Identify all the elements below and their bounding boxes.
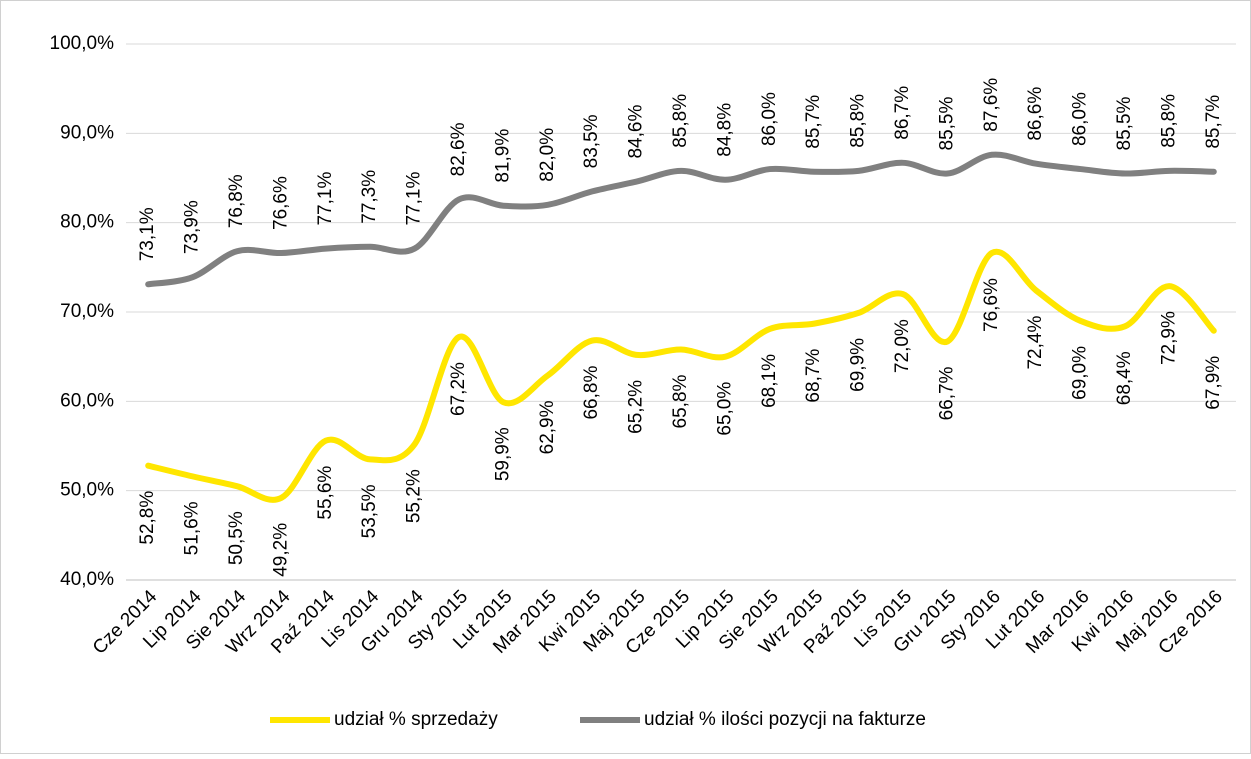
- data-label: 68,4%: [1114, 351, 1135, 405]
- data-label: 81,9%: [492, 129, 513, 183]
- data-label: 55,6%: [315, 466, 336, 520]
- data-label: 84,8%: [714, 103, 735, 157]
- y-tick-label: 70,0%: [60, 301, 114, 322]
- data-label: 51,6%: [182, 501, 203, 555]
- data-label: 65,2%: [626, 380, 647, 434]
- data-label: 76,6%: [270, 176, 291, 230]
- data-label: 77,3%: [359, 170, 380, 224]
- data-label: 55,2%: [404, 469, 425, 523]
- data-label: 85,5%: [1114, 96, 1135, 150]
- legend-label: udział % sprzedaży: [334, 709, 498, 730]
- data-label: 86,0%: [1070, 92, 1091, 146]
- data-label: 66,8%: [581, 366, 602, 420]
- data-label: 85,8%: [1158, 94, 1179, 148]
- data-label: 73,1%: [137, 207, 158, 261]
- data-label: 85,8%: [670, 94, 691, 148]
- data-label: 86,0%: [759, 92, 780, 146]
- data-label: 65,8%: [670, 374, 691, 428]
- data-label: 69,9%: [848, 338, 869, 392]
- data-label: 84,6%: [626, 105, 647, 159]
- data-label: 68,7%: [803, 349, 824, 403]
- y-tick-label: 50,0%: [60, 480, 114, 501]
- data-label: 62,9%: [537, 400, 558, 454]
- data-label: 72,9%: [1158, 311, 1179, 365]
- data-label: 73,9%: [182, 200, 203, 254]
- series-line: [145, 151, 1217, 288]
- data-label: 76,8%: [226, 174, 247, 228]
- data-label: 72,4%: [1025, 316, 1046, 370]
- data-label: 85,5%: [936, 96, 957, 150]
- data-label: 82,6%: [448, 122, 469, 176]
- data-label: 86,6%: [1025, 87, 1046, 141]
- data-label: 77,1%: [315, 172, 336, 226]
- y-tick-label: 60,0%: [60, 390, 114, 411]
- data-label: 72,0%: [892, 319, 913, 373]
- y-tick-label: 100,0%: [50, 33, 115, 54]
- data-label: 68,1%: [759, 354, 780, 408]
- data-label: 66,7%: [936, 366, 957, 420]
- data-label: 49,2%: [270, 523, 291, 577]
- series-line: [145, 248, 1217, 503]
- data-label: 77,1%: [404, 172, 425, 226]
- data-label: 69,0%: [1070, 346, 1091, 400]
- data-label: 52,8%: [137, 491, 158, 545]
- data-label: 67,2%: [448, 362, 469, 416]
- data-label: 76,6%: [981, 278, 1002, 332]
- data-label: 85,7%: [803, 95, 824, 149]
- data-label: 86,7%: [892, 86, 913, 140]
- data-label: 53,5%: [359, 484, 380, 538]
- data-label: 67,9%: [1203, 356, 1224, 410]
- data-label: 65,0%: [714, 382, 735, 436]
- y-tick-label: 80,0%: [60, 212, 114, 233]
- data-label: 50,5%: [226, 511, 247, 565]
- data-label: 87,6%: [981, 78, 1002, 132]
- data-label: 82,0%: [537, 128, 558, 182]
- data-label: 59,9%: [492, 427, 513, 481]
- y-tick-label: 90,0%: [60, 122, 114, 143]
- data-label: 83,5%: [581, 114, 602, 168]
- y-tick-label: 40,0%: [60, 569, 114, 590]
- data-label: 85,7%: [1203, 95, 1224, 149]
- data-label: 85,8%: [848, 94, 869, 148]
- legend-label: udział % ilości pozycji na fakturze: [644, 709, 926, 730]
